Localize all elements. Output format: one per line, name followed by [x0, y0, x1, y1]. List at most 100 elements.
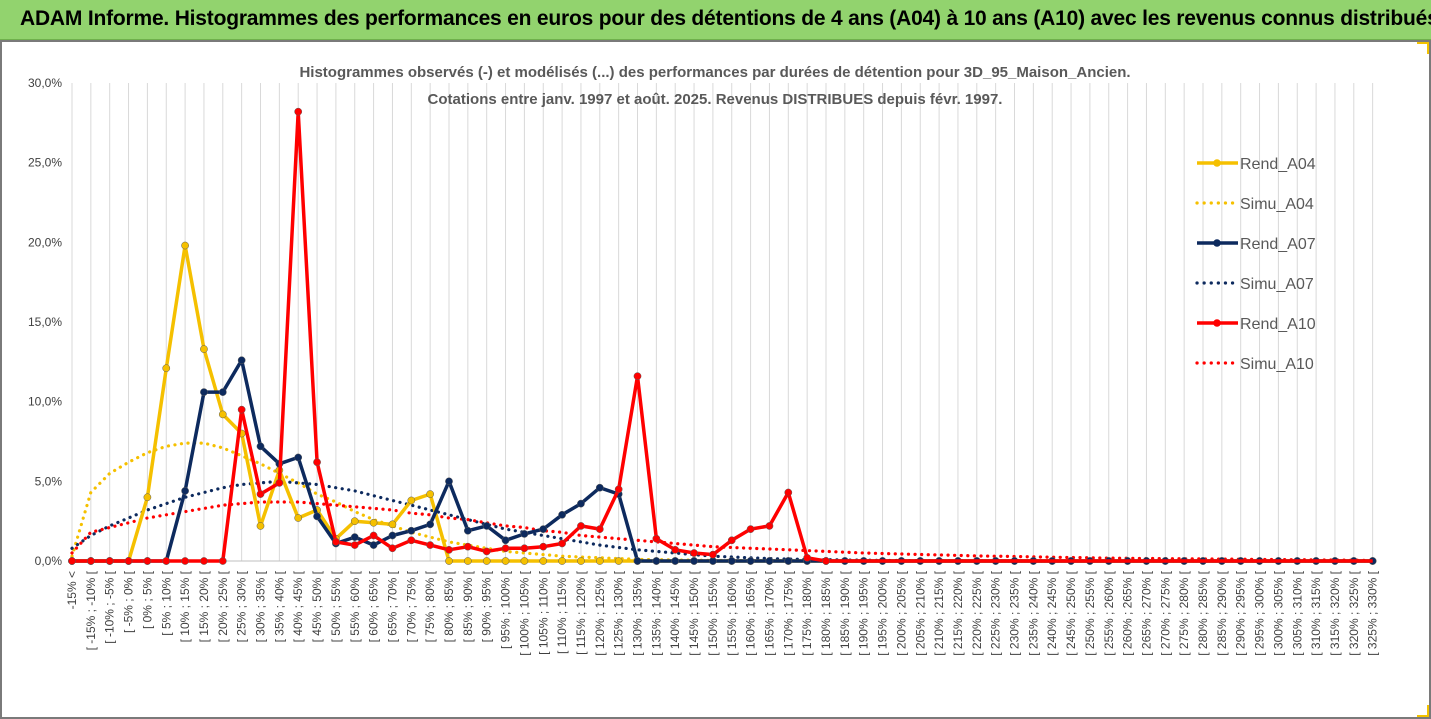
- header-banner: ADAM Informe. Histogrammes des performan…: [0, 0, 1431, 40]
- x-tick-label: [ 165% ; 170% [: [762, 570, 776, 655]
- x-tick-label: [ 130% ; 135% [: [631, 570, 645, 655]
- data-point-rend-a10: [709, 550, 717, 559]
- data-point-rend-a10: [445, 545, 453, 554]
- data-point-rend-a10: [765, 522, 774, 530]
- x-tick-label: [ 0% ; 5% [: [140, 570, 154, 629]
- data-point-rend-a04: [388, 520, 397, 529]
- x-tick-label: [ 215% ; 220% [: [951, 570, 965, 655]
- data-point-rend-a10: [822, 557, 830, 565]
- y-tick-label: 20,0%: [28, 235, 62, 249]
- data-point-rend-a10: [690, 549, 698, 557]
- x-tick-label: [ 105% ; 110% [: [536, 570, 550, 654]
- data-point-rend-a07: [577, 499, 585, 508]
- data-point-rend-a04: [520, 557, 529, 565]
- data-point-rend-a07: [350, 533, 359, 541]
- x-tick-label: [ 195% ; 200% [: [876, 570, 890, 655]
- data-point-rend-a10: [482, 547, 491, 556]
- x-tick-label: [ 230% ; 235% [: [1008, 570, 1022, 655]
- x-tick-label: [ 255% ; 260% [: [1102, 570, 1116, 655]
- data-point-rend-a10: [671, 545, 680, 554]
- data-point-rend-a04: [482, 557, 491, 565]
- legend-marker-rend-a10: [1213, 319, 1221, 327]
- data-point-rend-a10: [501, 544, 510, 553]
- data-point-rend-a07: [464, 526, 472, 535]
- chart-subtitle: Cotations entre janv. 1997 et août. 2025…: [428, 91, 1003, 108]
- x-tick-label: [ 20% ; 25% [: [216, 570, 230, 642]
- y-tick-label: 10,0%: [28, 395, 62, 409]
- x-tick-label: [ 260% ; 265% [: [1121, 570, 1135, 655]
- series-line-simu-a07: [70, 479, 1375, 563]
- x-tick-label: [ 90% ; 95% [: [480, 570, 494, 642]
- data-point-rend-a04: [445, 557, 453, 565]
- x-tick-label: [ 70% ; 75% [: [404, 570, 418, 642]
- x-tick-label: [ 180% ; 185% [: [819, 570, 833, 655]
- data-point-rend-a10: [595, 525, 604, 533]
- x-tick-label: [ 100% ; 105% [: [517, 570, 531, 655]
- data-point-rend-a04: [294, 514, 303, 522]
- x-tick-label: [ 315% ; 320% [: [1328, 570, 1342, 655]
- x-tick-label: [ 125% ; 130% [: [612, 570, 626, 655]
- x-tick-label: [ 300% ; 305% [: [1271, 570, 1285, 655]
- y-tick-label: 15,0%: [28, 315, 62, 329]
- legend-label-rend-a04: Rend_A04: [1240, 156, 1316, 173]
- data-point-rend-a04: [577, 557, 585, 565]
- data-point-rend-a10: [237, 405, 246, 414]
- x-tick-label: [ 95% ; 100% [: [499, 570, 513, 649]
- data-point-rend-a10: [727, 536, 736, 545]
- y-tick-label: 0,0%: [35, 554, 63, 568]
- x-tick-label: [ 80% ; 85% [: [442, 570, 456, 642]
- x-tick-label: [ 115% ; 120% [: [574, 570, 588, 654]
- legend-label-simu-a04: Simu_A04: [1240, 196, 1314, 213]
- x-tick-label: [ 325% ; 330% [: [1366, 570, 1380, 655]
- data-point-rend-a04: [501, 557, 510, 565]
- data-point-rend-a10: [143, 557, 152, 565]
- data-point-rend-a10: [784, 488, 793, 497]
- data-point-rend-a10: [633, 372, 642, 381]
- data-point-rend-a04: [464, 557, 472, 565]
- data-point-rend-a04: [558, 557, 566, 565]
- data-point-rend-a10: [426, 541, 434, 549]
- chart-title: Histogrammes observés (-) et modélisés (…: [299, 64, 1130, 81]
- legend-marker-rend-a04: [1213, 159, 1221, 167]
- data-point-rend-a10: [388, 544, 397, 553]
- x-tick-label: [ 155% ; 160% [: [725, 570, 739, 655]
- x-tick-label: [ 150% ; 155% [: [706, 570, 720, 655]
- data-point-rend-a07: [690, 557, 698, 565]
- y-axis: 0,0% 5,0% 10,0% 15,0% 20,0% 25,0% 30,0%: [28, 76, 62, 568]
- x-tick-label: [ 30% ; 35% [: [254, 570, 268, 642]
- data-point-rend-a10: [294, 107, 303, 116]
- corner-marker: [1417, 705, 1429, 717]
- data-point-rend-a07: [784, 557, 793, 565]
- data-point-rend-a07: [294, 453, 303, 462]
- x-tick-label: [ -5% ; 0% [: [122, 570, 136, 633]
- data-point-rend-a07: [501, 536, 510, 545]
- data-point-rend-a04: [162, 364, 171, 373]
- x-tick-label: [ 175% ; 180% [: [800, 570, 814, 655]
- data-point-rend-a07: [313, 512, 321, 521]
- data-point-rend-a10: [803, 553, 812, 562]
- data-point-rend-a04: [407, 496, 416, 505]
- data-point-rend-a10: [369, 531, 378, 540]
- data-point-rend-a10: [520, 544, 529, 553]
- data-point-rend-a10: [746, 525, 755, 533]
- data-point-rend-a07: [520, 530, 529, 538]
- data-point-rend-a07: [633, 557, 642, 565]
- data-point-rend-a07: [388, 531, 397, 540]
- x-tick-label: [ 45% ; 50% [: [310, 570, 324, 642]
- data-point-rend-a07: [482, 522, 491, 530]
- data-point-rend-a07: [181, 487, 189, 495]
- x-tick-label: [ 210% ; 215% [: [932, 570, 946, 655]
- chart-frame: [0, 40, 1431, 719]
- x-tick-label: [ 295% ; 300% [: [1253, 570, 1267, 655]
- series-line-rend-a07: [72, 358, 1373, 563]
- legend-marker-rend-a07: [1213, 239, 1221, 247]
- data-point-rend-a10: [614, 485, 623, 494]
- data-point-rend-a07: [558, 510, 566, 519]
- legend: Rend_A04 Simu_A04 Rend_A07 Simu_A07 Rend_A10…: [1195, 156, 1316, 373]
- x-tick-label: [ 25% ; 30% [: [235, 570, 249, 642]
- legend-label-simu-a07: Simu_A07: [1240, 276, 1314, 293]
- x-tick-label: [ 35% ; 40% [: [272, 570, 286, 642]
- data-point-rend-a10: [539, 542, 548, 551]
- data-point-rend-a10: [652, 534, 661, 543]
